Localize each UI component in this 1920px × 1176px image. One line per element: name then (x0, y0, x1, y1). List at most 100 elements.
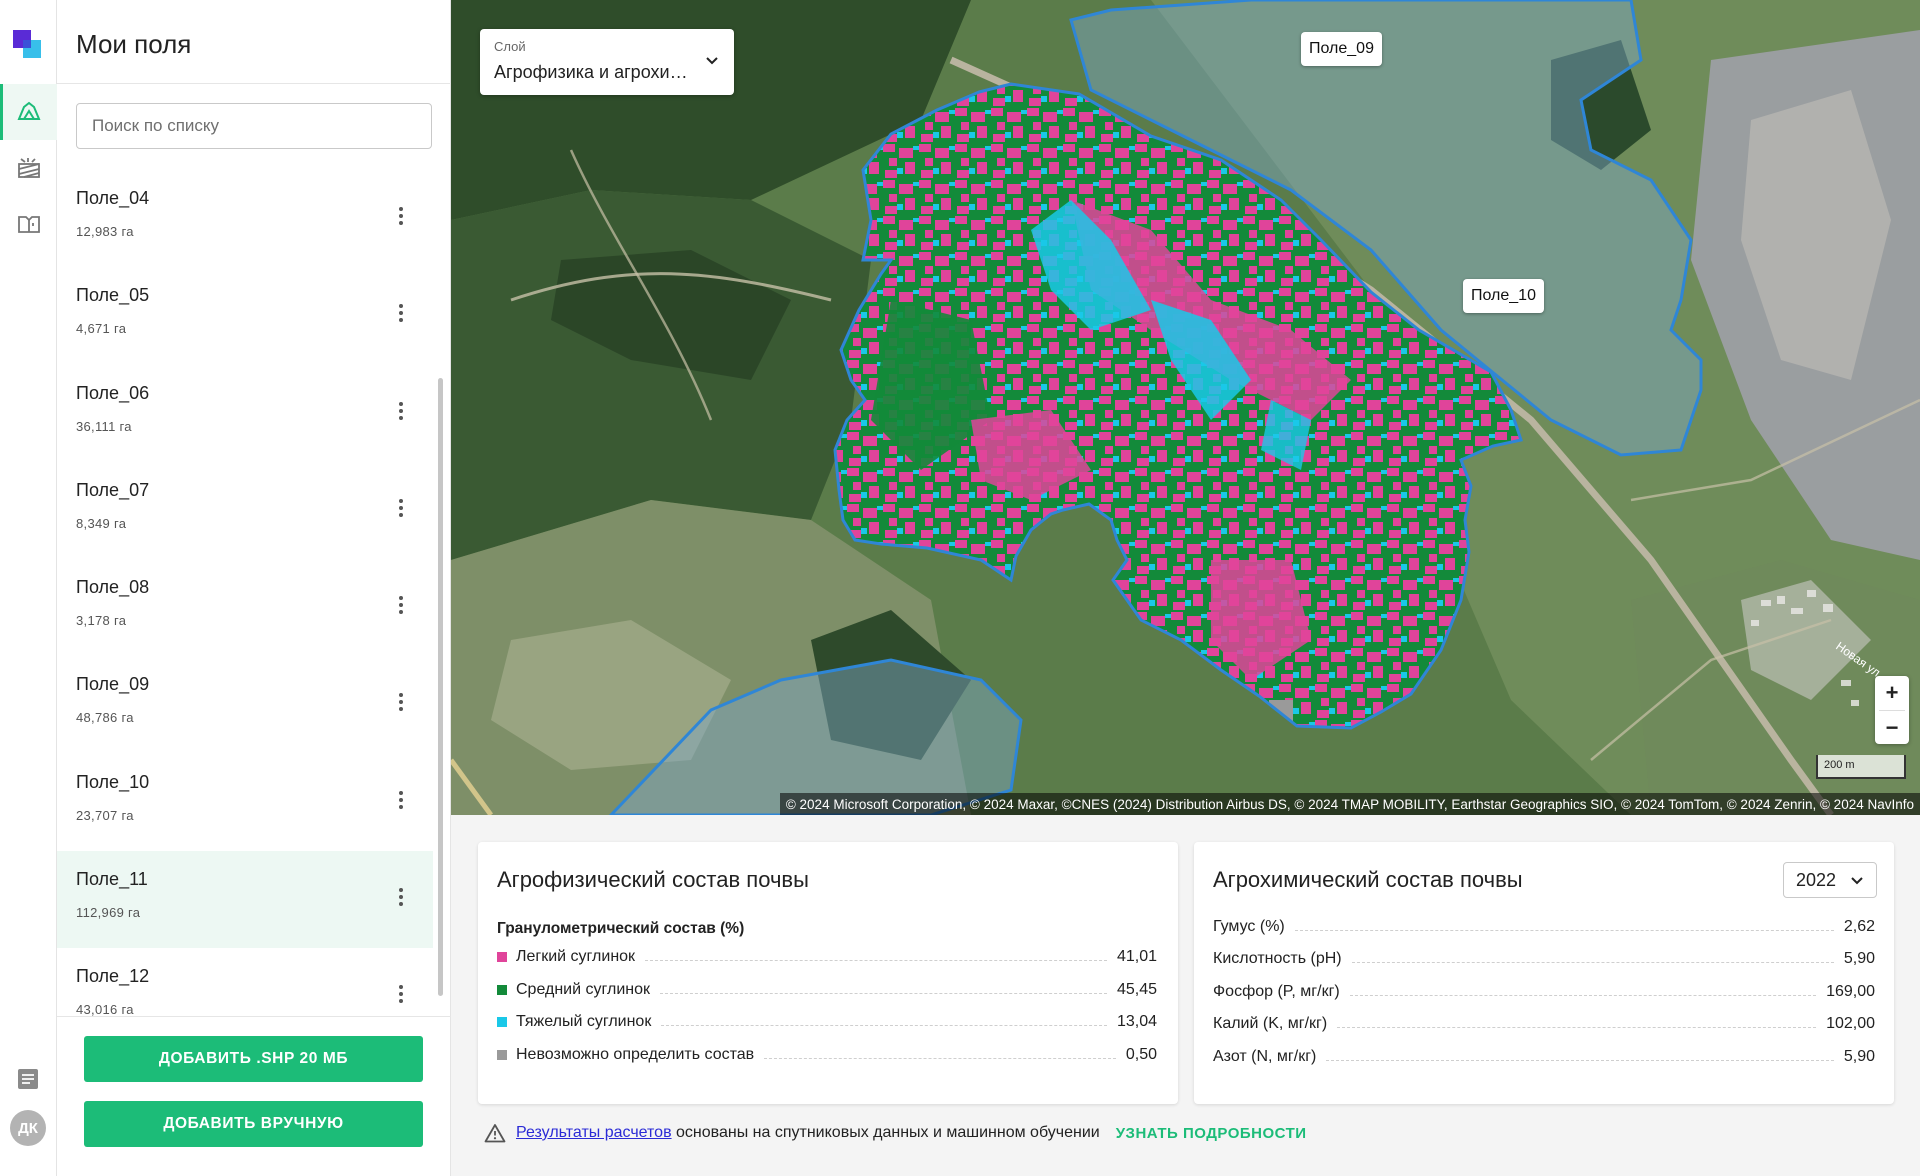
map-field-tag-09[interactable]: Поле_09 (1301, 32, 1382, 66)
rail-crops-button[interactable] (0, 140, 57, 196)
app-logo-icon[interactable] (13, 30, 43, 60)
soil-row-light: Легкий суглинок 41,01 (497, 946, 1157, 968)
leader-line (1337, 1026, 1817, 1028)
leader-line (1351, 961, 1834, 963)
field-name: Поле_04 (76, 188, 150, 208)
divider (1879, 710, 1905, 711)
list-item[interactable]: Поле_12 43,016 га (57, 948, 433, 1016)
more-options-icon[interactable] (391, 982, 411, 1006)
list-item[interactable]: Поле_10 23,707 га (57, 754, 433, 851)
disclaimer-note: Результаты расчетов основаны на спутнико… (484, 1120, 1307, 1146)
row-value: 102,00 (1826, 1015, 1875, 1032)
rail-map-book-button[interactable] (0, 196, 57, 252)
row-label: Гумус (%) (1213, 918, 1285, 935)
more-options-icon[interactable] (391, 788, 411, 812)
map-attribution: © 2024 Microsoft Corporation, © 2024 Max… (779, 793, 1920, 815)
divider (57, 1016, 451, 1017)
list-item[interactable]: Поле_04 12,983 га (57, 170, 433, 267)
leader-line (661, 1024, 1107, 1026)
user-avatar[interactable]: ДК (10, 1110, 46, 1146)
list-item-selected[interactable]: Поле_11 112,969 га (57, 851, 433, 949)
page-title: Мои поля (76, 29, 192, 59)
row-value: 2,62 (1843, 918, 1875, 935)
add-manual-button[interactable]: ДОБАВИТЬ ВРУЧНУЮ (84, 1101, 423, 1147)
field-name: Поле_05 (76, 285, 150, 306)
zoom-in-button[interactable]: + (1885, 680, 1899, 705)
zoom-out-button[interactable]: − (1885, 715, 1899, 740)
field-area: 3,178 га (76, 613, 127, 629)
leader-line (645, 959, 1107, 961)
field-area: 112,969 га (76, 905, 141, 921)
year-select[interactable]: 2022 (1783, 862, 1877, 898)
learn-more-link[interactable]: УЗНАТЬ ПОДРОБНОСТИ (1115, 1124, 1307, 1142)
leader-line (659, 992, 1107, 994)
soil-panels: Агрофизический состав почвы Гранулометри… (451, 815, 1920, 1176)
more-options-icon[interactable] (391, 301, 411, 325)
rail-fields-button[interactable] (0, 84, 57, 140)
field-name: Поле_09 (76, 674, 150, 695)
satellite-map[interactable]: Новая ул (451, 0, 1920, 815)
search-input[interactable] (76, 103, 432, 149)
row-value: 5,90 (1843, 950, 1875, 967)
list-item[interactable]: Поле_06 36,111 га (57, 365, 433, 462)
agrochemistry-title: Агрохимический состав почвы (1213, 867, 1523, 892)
row-value: 169,00 (1826, 983, 1875, 1000)
row-label: Средний суглинок (516, 981, 650, 998)
field-area: 12,983 га (76, 224, 134, 239)
chem-row-potassium: Калий (K, мг/кг) 102,00 (1213, 1013, 1875, 1035)
field-area: 8,349 га (76, 515, 127, 531)
fields-sidebar: Мои поля Поле_04 12,983 га Поле_05 4,671… (57, 0, 451, 1176)
add-shp-button[interactable]: ДОБАВИТЬ .SHP 20 МБ (84, 1036, 423, 1082)
crops-icon (17, 158, 40, 178)
fields-list: Поле_04 12,983 га Поле_05 4,671 га Поле_… (57, 170, 433, 1016)
legend-swatch (497, 1050, 507, 1060)
field-area: 36,111 га (76, 418, 132, 434)
row-value: 5,90 (1843, 1048, 1875, 1065)
more-options-icon[interactable] (391, 399, 411, 423)
chem-row-humus: Гумус (%) 2,62 (1213, 916, 1875, 938)
field-name: Поле_11 (76, 869, 148, 890)
leader-line (764, 1057, 1116, 1059)
row-label: Тяжелый суглинок (516, 1013, 652, 1030)
legend-swatch (497, 1017, 507, 1027)
chevron-down-icon (1851, 877, 1863, 885)
field-name: Поле_06 (76, 382, 150, 403)
results-link[interactable]: Результаты расчетов (516, 1124, 672, 1141)
more-options-icon[interactable] (391, 690, 411, 714)
legend-swatch (497, 952, 507, 962)
document-icon[interactable] (16, 1067, 40, 1091)
field-name: Поле_07 (76, 479, 150, 500)
layer-label: Слой (494, 39, 526, 54)
leader-line (1326, 1059, 1834, 1061)
scrollbar-thumb[interactable] (438, 378, 443, 996)
note-text: основаны на спутниковых данных и машинно… (676, 1124, 1100, 1141)
list-item[interactable]: Поле_07 8,349 га (57, 462, 433, 559)
leader-line (1294, 929, 1834, 931)
list-item[interactable]: Поле_08 3,178 га (57, 559, 433, 656)
leader-line (1349, 994, 1817, 996)
row-label: Кислотность (pH) (1213, 950, 1342, 967)
chem-row-nitrogen: Азот (N, мг/кг) 5,90 (1213, 1046, 1875, 1068)
list-item[interactable]: Поле_05 4,671 га (57, 267, 433, 364)
granulometry-subtitle: Гранулометрический состав (%) (497, 920, 745, 937)
zoom-control: + − (1875, 676, 1909, 744)
layer-select[interactable]: Слой Агрофизика и агрохимия (480, 29, 734, 95)
map-scale: 200 m (1816, 755, 1906, 779)
field-area: 48,786 га (76, 710, 134, 726)
warning-icon (484, 1124, 506, 1143)
chem-row-phosphorus: Фосфор (P, мг/кг) 169,00 (1213, 981, 1875, 1003)
field-area: 43,016 га (76, 1002, 134, 1016)
more-options-icon[interactable] (391, 204, 411, 228)
soil-row-undetermined: Невозможно определить состав 0,50 (497, 1044, 1157, 1066)
more-options-icon[interactable] (391, 885, 411, 909)
field-name: Поле_10 (76, 771, 150, 792)
map-view[interactable]: Новая ул Слой Агрофизика и агрохимия Пол… (451, 0, 1920, 815)
layer-value: Агрофизика и агрохимия (494, 62, 699, 82)
map-field-tag-10[interactable]: Поле_10 (1463, 279, 1544, 313)
field-area: 23,707 га (76, 807, 134, 823)
more-options-icon[interactable] (391, 593, 411, 617)
more-options-icon[interactable] (391, 496, 411, 520)
chem-row-ph: Кислотность (pH) 5,90 (1213, 948, 1875, 970)
chevron-down-icon (706, 57, 718, 65)
list-item[interactable]: Поле_09 48,786 га (57, 656, 433, 753)
